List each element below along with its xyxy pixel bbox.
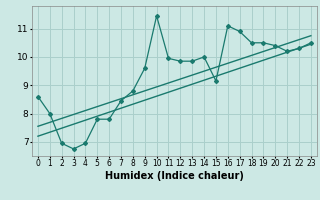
X-axis label: Humidex (Indice chaleur): Humidex (Indice chaleur)	[105, 171, 244, 181]
